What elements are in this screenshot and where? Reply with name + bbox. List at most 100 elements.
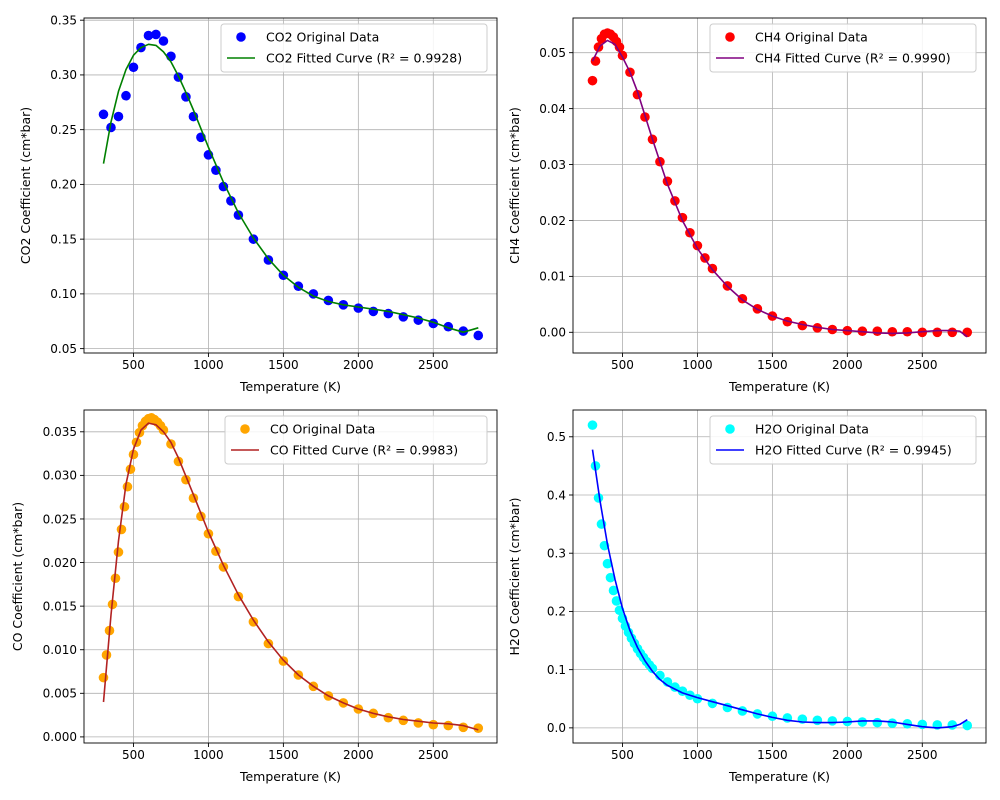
ch4-legend-label: CH4 Fitted Curve (R² = 0.9990) [755,51,951,66]
h2o-data-point [593,493,604,503]
h2o-legend-marker [725,424,735,434]
co2-axes-frame [83,17,498,354]
co-data-point [428,719,439,730]
panel-co: 500 1000 1500 2000 2500 0.000 0.005 0.010 0.015 0… [10,409,498,784]
h2o-x-tick-label: 2000 [832,748,863,762]
h2o-y-tick-label: 0.4 [547,488,566,502]
h2o-data-point [602,558,613,569]
h2o-x-tick-label: 1000 [682,748,713,762]
ch4-data-point [887,326,898,337]
co2-data-point [473,330,484,341]
ch4-legend-box [709,23,977,73]
ch4-fitted-curve [591,39,968,338]
co2-x-tick-label: 1500 [268,358,299,372]
co-data-point [116,524,127,535]
co2-y-tick-label: 0.15 [50,232,77,246]
co-data-point [101,650,112,660]
h2o-y-tick-label: 0.1 [547,663,566,677]
ch4-x-tick-label: 1000 [682,358,713,372]
ch4-y-tick-label: 0.00 [539,326,566,340]
ch4-data-point [962,327,973,338]
co2-data-point [128,62,139,73]
co-y-tick-label: 0.010 [43,643,77,657]
co2-data-point [158,36,169,46]
ch4-axes-frame [572,17,987,354]
co2-legend-box [220,23,488,73]
co-x-tick-label: 1500 [268,748,299,762]
co2-data-point [218,181,229,192]
ch4-x-axis-label: Temperature (K) [728,379,830,394]
h2o-axes-frame [572,409,987,744]
co-fitted-curve [102,422,479,731]
co-x-axis-label: Temperature (K) [239,769,341,784]
panel-co2: 500 1000 1500 2000 2500 0.05 0.10 0.15 0.20 0.25 0… [18,13,498,394]
co2-data-point [323,295,334,306]
co-y-tick-label: 0.025 [43,512,77,526]
co-legend-label: CO Original Data [270,422,375,437]
co-data-point [113,547,124,557]
co-y-axis-label: CO Coefficient (cm*bar) [10,502,25,651]
ch4-x-tick-label: 500 [611,358,634,372]
co-data-point [98,672,109,683]
ch4-data-point [590,56,601,66]
ch4-x-tick-label: 2500 [907,358,938,372]
co2-fitted-curve [102,43,479,334]
co-y-tick-label: 0.000 [43,730,77,744]
h2o-legend-box [709,415,977,465]
h2o-legend-label: H2O Fitted Curve (R² = 0.9945) [755,443,952,458]
h2o-data-point [608,585,619,596]
co2-data-point [143,30,154,41]
h2o-y-axis-label: H2O Coefficient (cm*bar) [507,498,522,656]
co-y-tick-label: 0.035 [43,425,77,439]
h2o-data-point [887,718,898,729]
co2-data-point [113,111,124,122]
co-data-point [158,425,169,435]
co2-legend-marker [236,32,246,42]
ch4-data-point [902,326,913,337]
co-y-tick-label: 0.020 [43,556,77,570]
co-data-point [443,720,454,731]
panel-h2o: 500 1000 1500 2000 2500 0.0 0.1 0.2 0.3 0.4 0.5 Tem… [507,409,987,784]
h2o-data-point [872,717,883,728]
h2o-x-axis-label: Temperature (K) [728,769,830,784]
ch4-y-tick-label: 0.02 [539,214,566,228]
h2o-legend: H2O Original Data H2O Fitted Curve (R² = … [709,415,977,465]
ch4-data-point [872,326,883,336]
h2o-data-point [812,715,823,726]
co2-data-point [353,303,364,313]
h2o-fitted-curve [591,449,968,729]
co2-data-point [121,90,131,101]
co-data-point [473,723,484,733]
ch4-data-point [587,75,598,86]
co-x-tick-label: 500 [122,748,145,762]
co2-data-point [106,122,116,133]
co-x-tick-label: 2000 [343,748,374,762]
co-data-point [383,712,394,723]
ch4-plot-area [587,28,973,338]
panel-ch4: 500 1000 1500 2000 2500 0.00 0.01 0.02 0.03 0.04 0… [507,17,987,394]
co2-legend-label: CO2 Fitted Curve (R² = 0.9928) [266,51,462,66]
h2o-data-point [962,720,973,731]
co2-y-tick-label: 0.05 [50,342,77,356]
co2-data-point [211,165,221,175]
co2-y-axis-label: CO2 Coefficient (cm*bar) [18,107,33,264]
h2o-data-point [605,572,616,583]
co2-x-tick-label: 500 [122,358,145,372]
co-x-tick-label: 2500 [418,748,449,762]
co2-legend: CO2 Original Data CO2 Fitted Curve (R² = … [220,23,488,73]
co-plot-area [98,413,484,733]
co-legend-box [224,415,488,465]
h2o-y-tick-label: 0.2 [547,605,566,619]
ch4-legend-label: CH4 Original Data [755,30,868,45]
co-data-point [122,481,133,492]
co2-plot-area [98,29,484,341]
co-y-tick-label: 0.030 [43,469,77,483]
co2-y-tick-label: 0.35 [50,13,77,27]
co-data-point [398,715,409,726]
h2o-x-tick-label: 2500 [907,748,938,762]
ch4-y-tick-label: 0.04 [539,102,566,116]
co-legend: CO Original Data CO Fitted Curve (R² = 0.… [224,415,488,465]
h2o-data-point [587,420,598,430]
co-y-tick-label: 0.005 [43,687,77,701]
